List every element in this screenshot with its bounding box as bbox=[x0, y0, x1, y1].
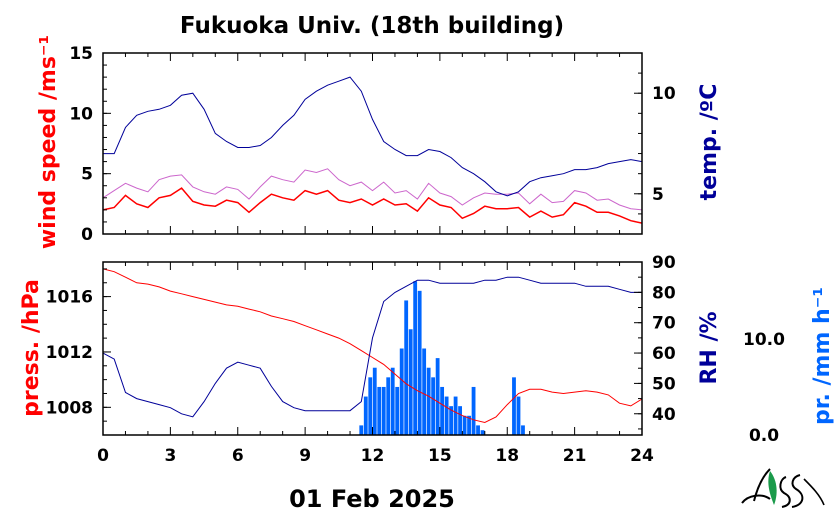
precip-bar bbox=[449, 406, 454, 435]
x-tick-label: 18 bbox=[495, 446, 519, 466]
lower-panel-axes: 0 3 6 9 12 15 18 21 24 1008 1012 1016 40 50 60 70 80 90 0.… bbox=[46, 253, 785, 466]
rh-axis-tick-label: 60 bbox=[652, 344, 676, 364]
temperature-line bbox=[103, 76, 643, 197]
precip-bar bbox=[399, 348, 404, 435]
precip-bar bbox=[426, 367, 431, 435]
precip-bar bbox=[408, 329, 413, 435]
precip-bar bbox=[476, 425, 480, 435]
lower-panel: 0 3 6 9 12 15 18 21 24 1008 1012 1016 40 50 60 70 80 90 0.… bbox=[19, 253, 834, 466]
precip-bar bbox=[435, 358, 440, 435]
precip-bar bbox=[440, 386, 445, 435]
rh-axis-tick-label: 80 bbox=[652, 283, 676, 303]
x-tick-label: 15 bbox=[428, 446, 452, 466]
wind-mean-line bbox=[102, 187, 643, 224]
institution-logo bbox=[741, 468, 825, 508]
precip-bar bbox=[422, 348, 427, 435]
temp-axis-tick-label: 10 bbox=[652, 84, 676, 104]
precip-bar bbox=[413, 281, 418, 435]
precip-bar bbox=[377, 386, 382, 435]
wind-axis-tick-label: 10 bbox=[69, 104, 93, 124]
upper-panel: 0 5 10 15 5 10 wind speed /ms⁻¹ temp. /ºC bbox=[36, 35, 722, 249]
upper-plot-frame bbox=[102, 52, 643, 235]
precip-axis-tick-label: 10.0 bbox=[743, 330, 785, 350]
precip-bar bbox=[462, 415, 467, 435]
precip-bar bbox=[417, 290, 422, 435]
precip-bar bbox=[458, 406, 462, 435]
precip-bar bbox=[512, 377, 516, 435]
precip-bar bbox=[516, 396, 521, 435]
wind-gust-line bbox=[102, 168, 643, 211]
upper-panel-axes: 0 5 10 15 5 10 bbox=[69, 44, 676, 245]
wind-axis-tick-label: 0 bbox=[81, 225, 93, 245]
precip-bar bbox=[480, 430, 485, 435]
precip-bar bbox=[395, 386, 400, 435]
precip-axis-label: pr. /mm h⁻¹ bbox=[810, 287, 834, 425]
rh-axis-tick-label: 70 bbox=[652, 314, 676, 334]
temp-axis-tick-label: 5 bbox=[652, 185, 664, 205]
x-tick-label: 24 bbox=[630, 446, 654, 466]
wind-axis-label: wind speed /ms⁻¹ bbox=[36, 35, 61, 249]
x-tick-label: 6 bbox=[232, 446, 244, 466]
precip-bar bbox=[521, 425, 525, 435]
chart-title: Fukuoka Univ. (18th building) bbox=[180, 13, 564, 39]
wind-axis-tick-label: 15 bbox=[69, 44, 93, 64]
precip-bar bbox=[363, 396, 368, 435]
pressure-axis-tick-label: 1012 bbox=[46, 343, 93, 363]
pressure-axis-tick-label: 1008 bbox=[46, 398, 93, 418]
rh-line bbox=[102, 276, 642, 418]
pressure-line bbox=[102, 268, 643, 424]
x-tick-label: 21 bbox=[563, 446, 587, 466]
x-tick-label: 3 bbox=[164, 446, 176, 466]
upper-panel-data bbox=[102, 76, 643, 224]
rh-axis-tick-label: 50 bbox=[652, 374, 676, 394]
pressure-axis-tick-label: 1016 bbox=[46, 288, 93, 308]
pressure-axis-label: press. /hPa bbox=[19, 279, 44, 417]
precip-bar bbox=[359, 425, 364, 435]
rh-axis-tick-label: 90 bbox=[652, 253, 676, 273]
precip-bar bbox=[431, 377, 436, 435]
precip-bar bbox=[453, 396, 458, 435]
precip-axis-tick-label: 0.0 bbox=[749, 426, 779, 446]
x-tick-label: 0 bbox=[97, 446, 109, 466]
precip-bar bbox=[372, 367, 377, 435]
precip-bar bbox=[386, 377, 391, 435]
precip-bar bbox=[381, 386, 386, 435]
rh-axis-tick-label: 40 bbox=[652, 405, 676, 425]
lower-plot-frame bbox=[102, 261, 643, 436]
precip-bar bbox=[444, 396, 449, 435]
wind-axis-tick-label: 5 bbox=[81, 165, 93, 185]
temp-axis-label: temp. /ºC bbox=[697, 84, 722, 201]
date-label: 01 Feb 2025 bbox=[289, 485, 455, 513]
x-tick-label: 12 bbox=[361, 446, 385, 466]
precip-bar bbox=[404, 300, 409, 435]
lower-panel-data bbox=[102, 268, 643, 435]
precip-bar bbox=[368, 377, 373, 435]
x-tick-label: 9 bbox=[299, 446, 311, 466]
precip-bar bbox=[390, 367, 395, 435]
precip-bar bbox=[471, 386, 476, 435]
rh-axis-label: RH /% bbox=[697, 311, 722, 384]
precip-bar bbox=[467, 415, 471, 435]
